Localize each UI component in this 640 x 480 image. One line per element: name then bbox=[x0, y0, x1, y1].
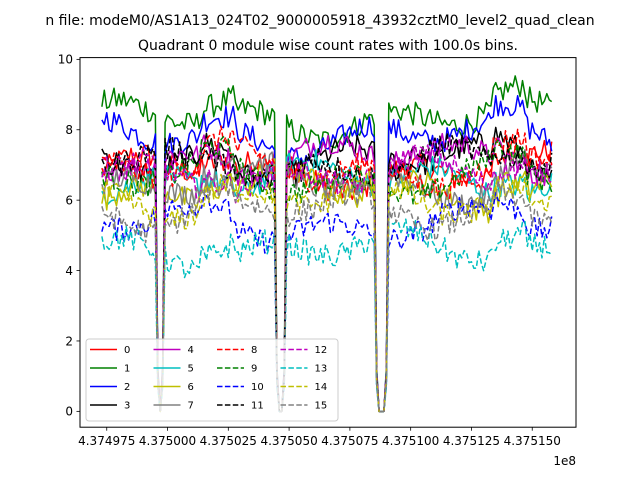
axes-frame bbox=[79, 57, 577, 428]
legend-label-6: 6 bbox=[188, 382, 194, 393]
series-line-10 bbox=[101, 192, 553, 413]
legend-label-12: 12 bbox=[315, 345, 328, 356]
legend-label-1: 1 bbox=[124, 364, 130, 375]
legend-label-5: 5 bbox=[188, 364, 194, 375]
legend-label-14: 14 bbox=[315, 382, 328, 393]
series-line-12 bbox=[101, 143, 552, 413]
legend-label-13: 13 bbox=[315, 364, 328, 375]
series-line-8 bbox=[101, 125, 553, 413]
x-tick-label: 4.374975 bbox=[78, 434, 135, 448]
y-tick-label: 10 bbox=[58, 53, 73, 67]
legend-label-2: 2 bbox=[124, 382, 130, 393]
x-tick-label: 4.375125 bbox=[443, 434, 500, 448]
series-line-5 bbox=[101, 149, 553, 413]
x-tick-label: 4.375075 bbox=[321, 434, 378, 448]
legend-label-11: 11 bbox=[251, 401, 264, 412]
y-tick-label: 2 bbox=[65, 334, 73, 348]
legend-label-15: 15 bbox=[315, 401, 328, 412]
y-tick-label: 0 bbox=[65, 405, 73, 419]
series-line-3 bbox=[101, 126, 553, 413]
legend-label-9: 9 bbox=[251, 364, 257, 375]
series-layer bbox=[101, 75, 553, 413]
x-axis-ticks: 4.374975 4.375000 4.375025 4.375050 4.375075… bbox=[78, 427, 561, 448]
legend-label-0: 0 bbox=[124, 345, 130, 356]
y-tick-label: 8 bbox=[65, 123, 73, 137]
x-tick-label: 4.375000 bbox=[139, 434, 196, 448]
plot-area: 4.374975 4.375000 4.375025 4.375050 4.375075… bbox=[58, 53, 577, 468]
x-tick-label: 4.375050 bbox=[260, 434, 317, 448]
figure-suptitle: n file: modeM0/AS1A13_024T02_9000005918_… bbox=[45, 13, 594, 29]
series-line-2 bbox=[101, 95, 553, 413]
series-line-14 bbox=[101, 170, 552, 413]
legend-label-4: 4 bbox=[188, 345, 194, 356]
plot-title: Quadrant 0 module wise count rates with … bbox=[138, 38, 518, 54]
x-axis-offset-label: 1e8 bbox=[553, 454, 576, 468]
series-line-13 bbox=[101, 218, 553, 413]
legend-label-10: 10 bbox=[251, 382, 264, 393]
y-axis-ticks: 0 2 4 6 8 10 bbox=[58, 53, 80, 419]
x-tick-label: 4.375025 bbox=[200, 434, 257, 448]
legend-label-7: 7 bbox=[188, 401, 194, 412]
legend-frame bbox=[85, 338, 339, 422]
series-line-11 bbox=[101, 132, 553, 413]
y-tick-label: 6 bbox=[65, 193, 73, 207]
series-line-9 bbox=[101, 136, 553, 413]
x-tick-label: 4.375100 bbox=[382, 434, 439, 448]
legend-label-8: 8 bbox=[251, 345, 257, 356]
legend-label-3: 3 bbox=[124, 401, 130, 412]
series-line-1 bbox=[101, 75, 553, 413]
series-line-7 bbox=[101, 148, 553, 413]
x-tick-label: 4.375150 bbox=[504, 434, 561, 448]
y-tick-label: 4 bbox=[65, 264, 73, 278]
